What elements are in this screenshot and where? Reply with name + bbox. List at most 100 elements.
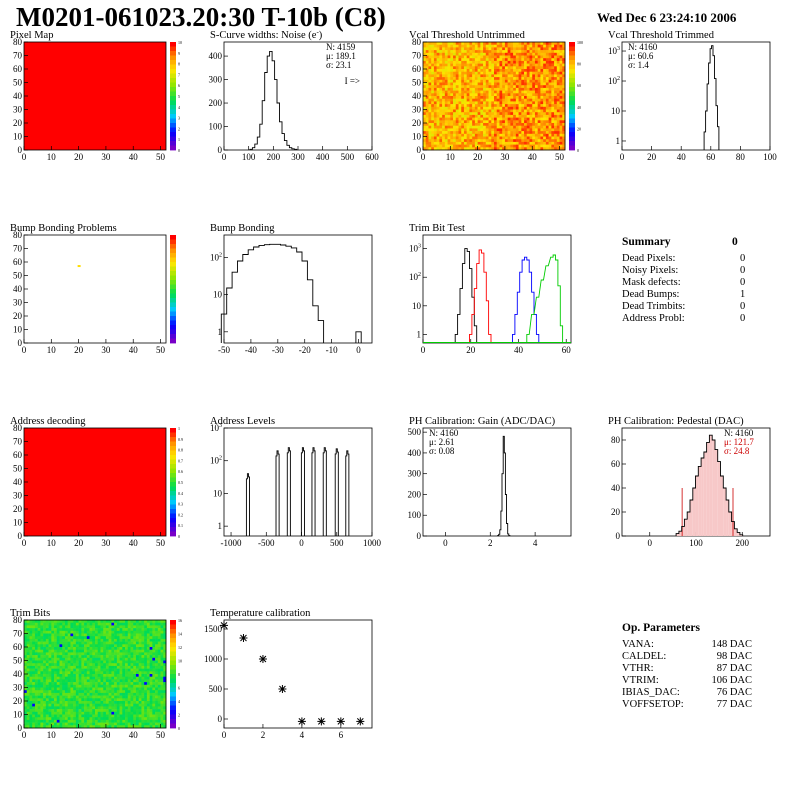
heatmap-cell [119, 709, 123, 713]
heatmap-cell [78, 709, 82, 713]
heatmap-cell [423, 104, 427, 108]
heatmap-cell [54, 625, 58, 629]
heatmap-cell [499, 144, 503, 148]
heatmap-cell [59, 638, 63, 642]
heatmap-cell [51, 636, 55, 640]
heatmap-cell [149, 701, 153, 704]
heatmap-cell [157, 698, 161, 702]
heatmap-cell [554, 52, 558, 56]
heatmap-cell [89, 620, 93, 623]
heatmap-cell [62, 676, 66, 680]
heatmap-cell [513, 136, 517, 140]
palette-segment [170, 509, 176, 514]
heatmap-cell [54, 633, 58, 637]
heatmap-cell [122, 674, 126, 677]
y-tick-label: 60 [611, 459, 621, 469]
heatmap-cell [95, 714, 99, 718]
heatmap-cell [146, 711, 150, 715]
heatmap-cell [554, 90, 558, 94]
heatmap-cell [70, 695, 74, 699]
heatmap-cell [103, 701, 107, 704]
heatmap-cell [75, 714, 79, 718]
heatmap-cell [532, 106, 536, 110]
heatmap-cell [436, 58, 440, 62]
heatmap-cell [81, 687, 85, 691]
heatmap-cell [64, 719, 68, 723]
heatmap-cell [54, 644, 58, 648]
heatmap-cell [116, 690, 120, 694]
heatmap-cell [521, 74, 525, 78]
heatmap-cell [100, 684, 104, 688]
heatmap-cell [458, 123, 462, 126]
heatmap-cell [466, 112, 470, 116]
heatmap-cell [111, 663, 115, 667]
heatmap-cell [64, 628, 68, 632]
heatmap-cell [488, 141, 492, 145]
heatmap-cell [135, 717, 139, 721]
heatmap-cell [130, 684, 134, 688]
heatmap-cell [556, 141, 560, 145]
trim-bit-series [526, 254, 564, 343]
heatmap-cell [526, 123, 530, 126]
heatmap-cell [119, 706, 123, 710]
heatmap-cell [529, 141, 533, 145]
heatmap-cell [111, 706, 115, 710]
heatmap-cell [466, 82, 470, 86]
heatmap-cell [499, 125, 503, 129]
heatmap-cell [480, 55, 484, 59]
heatmap-cell [496, 96, 500, 99]
heatmap-cell [122, 665, 126, 669]
heatmap-cell [51, 703, 55, 707]
heatmap-cell [59, 690, 63, 694]
heatmap-cell [64, 647, 68, 650]
heatmap-cell [463, 71, 467, 75]
heatmap-cell [524, 44, 528, 48]
heatmap-cell [543, 98, 547, 102]
heatmap-cell [423, 120, 427, 124]
heatmap-cell [466, 131, 470, 135]
heatmap-cell [442, 90, 446, 94]
heatmap-cell [436, 69, 440, 72]
heatmap-cell [157, 636, 161, 640]
heatmap-cell [59, 649, 63, 653]
heatmap-cell [521, 85, 525, 89]
heatmap-cell [122, 668, 126, 672]
heatmap-cell [51, 657, 55, 661]
heatmap-cell [144, 703, 148, 707]
heatmap-cell [556, 63, 560, 67]
heatmap-cell [529, 114, 533, 118]
heatmap-cell [477, 44, 481, 48]
heatmap-cell [92, 701, 96, 704]
x-tick-label: 20 [74, 345, 84, 355]
heatmap-cell [81, 711, 85, 715]
heatmap-cell [133, 625, 137, 629]
heatmap-cell [37, 682, 41, 686]
heatmap-cell [444, 63, 448, 67]
heatmap-cell [95, 628, 99, 632]
heatmap-cell [108, 676, 112, 680]
heatmap-cell [108, 638, 112, 642]
heatmap-cell [34, 668, 38, 672]
heatmap-cell [507, 58, 511, 62]
heatmap-cell [97, 676, 101, 680]
heatmap-cell [472, 104, 476, 108]
heatmap-cell [64, 701, 68, 704]
heatmap-cell [89, 698, 93, 702]
heatmap-cell [431, 112, 435, 116]
heatmap-cell [152, 657, 156, 661]
heatmap-cell [135, 628, 139, 632]
heatmap-cell [111, 655, 115, 659]
heatmap-cell [485, 120, 489, 124]
heatmap-cell [105, 630, 109, 634]
heatmap-cell [111, 695, 115, 699]
heatmap-cell [62, 660, 66, 664]
heatmap-cell [67, 719, 71, 723]
heatmap-cell [114, 620, 118, 623]
heatmap-cell [43, 625, 47, 629]
heatmap-cell [70, 679, 74, 683]
heatmap-cell [100, 630, 104, 634]
heatmap-cell [51, 665, 55, 669]
heatmap-cell [559, 125, 563, 129]
heatmap-cell [496, 74, 500, 78]
heatmap-cell [431, 120, 435, 124]
